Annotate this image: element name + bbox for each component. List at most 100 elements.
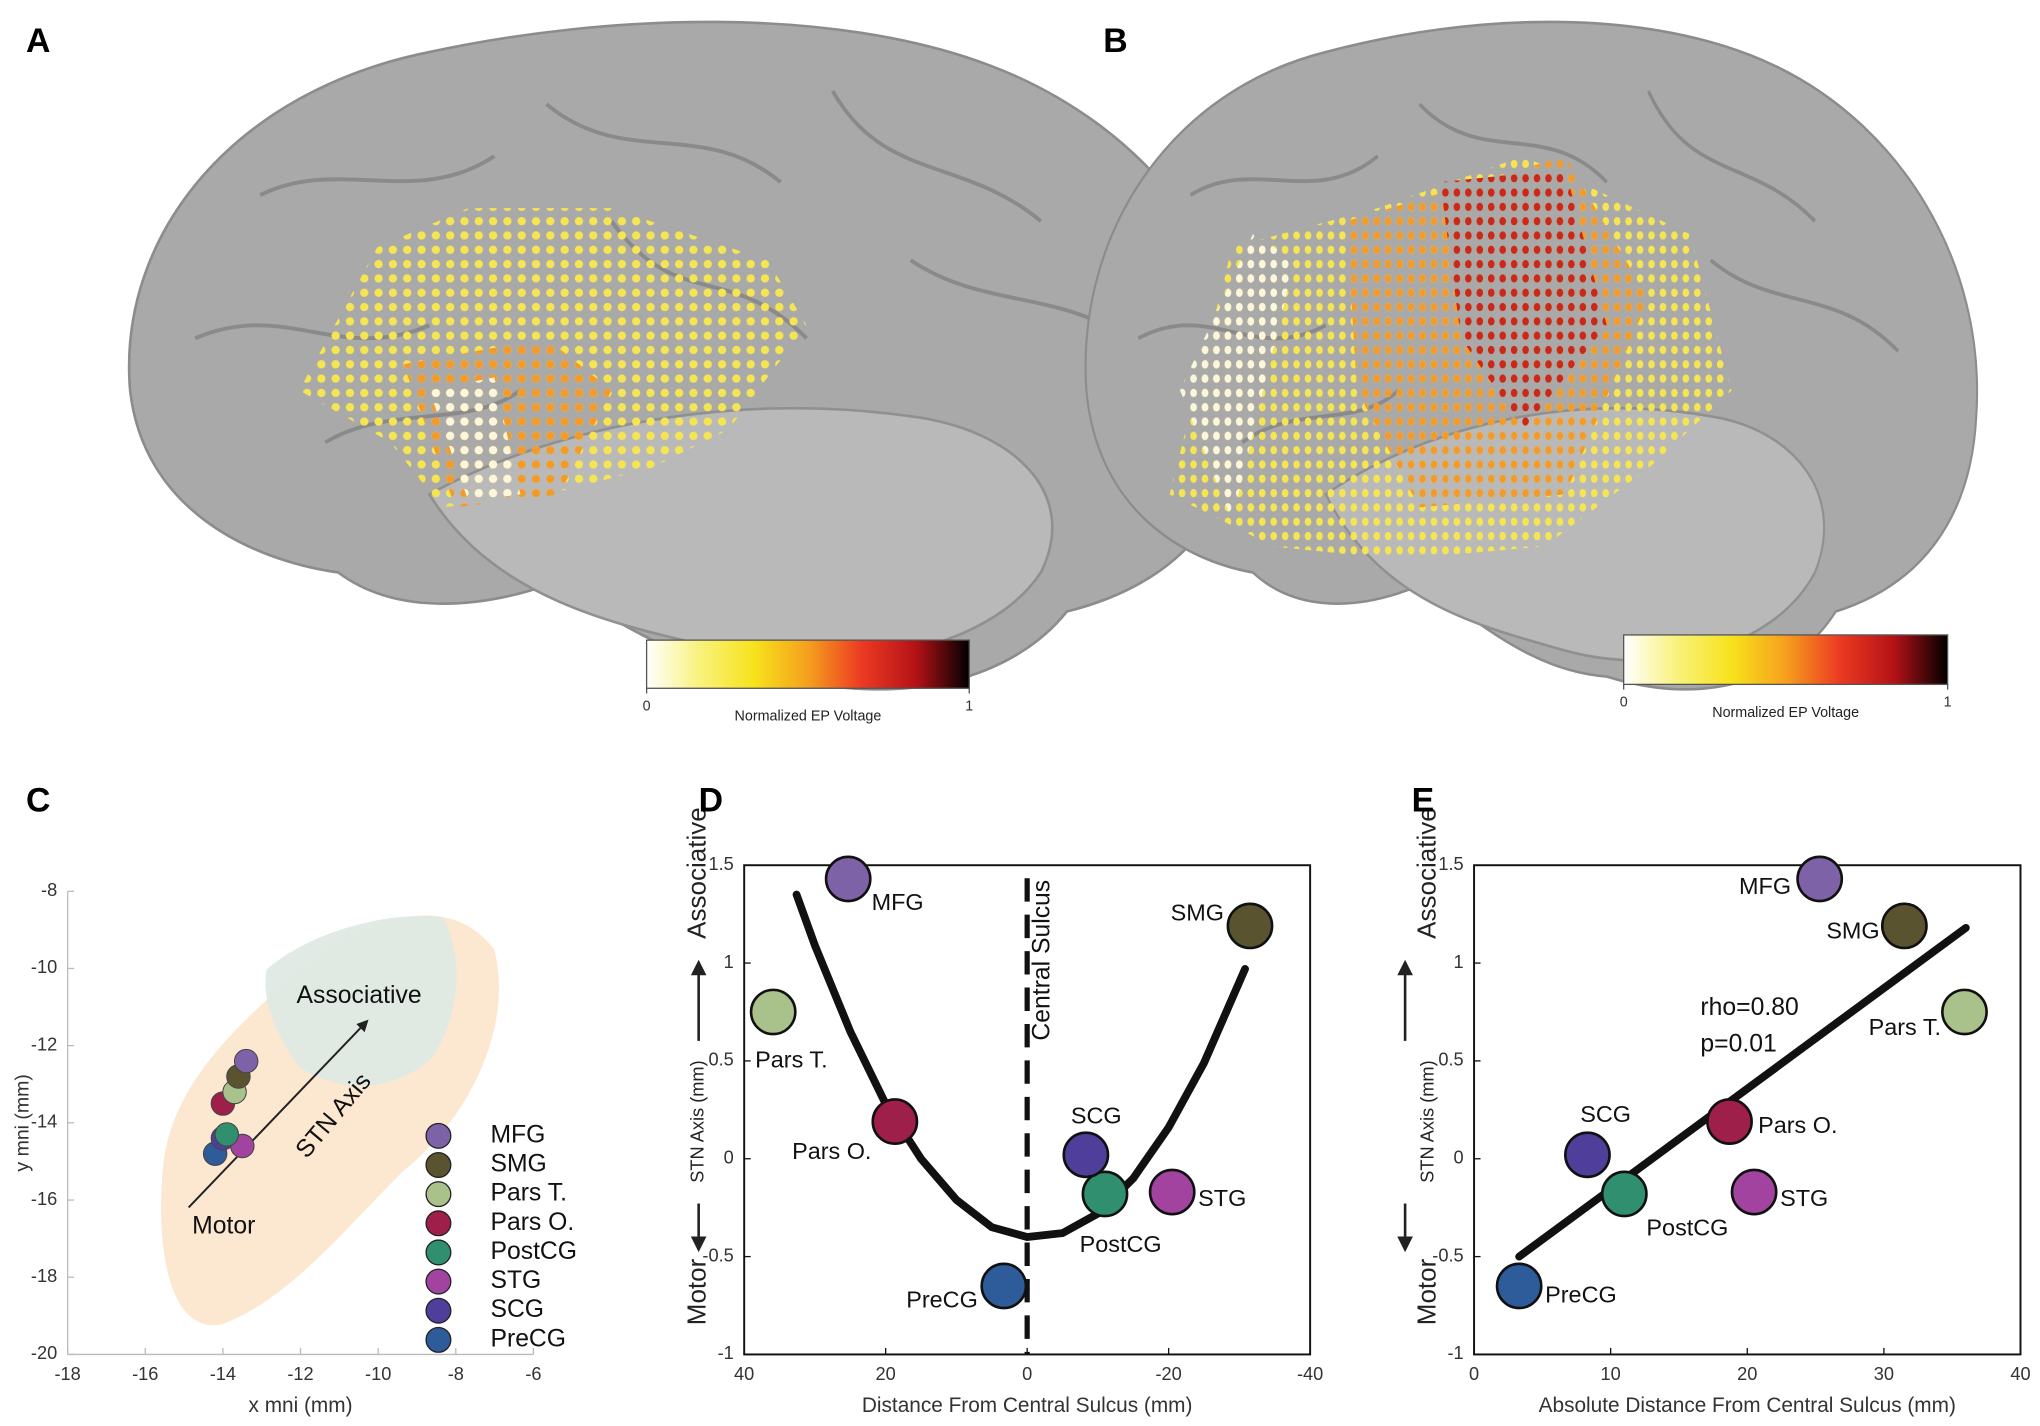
y-tick-label: -1 <box>718 1343 734 1363</box>
y-label-high: Associative <box>682 807 712 939</box>
point-label: PreCG <box>906 1287 978 1313</box>
y-label-low: Motor <box>1411 1258 1441 1325</box>
point-label: SMG <box>1171 899 1224 925</box>
stn-outline <box>161 915 499 1326</box>
legend-label: Pars O. <box>490 1209 574 1236</box>
x-tick-label: -40 <box>1297 1364 1323 1384</box>
y-tick-label: -0.5 <box>1432 1245 1463 1265</box>
y-axis-label: Motor STN Axis (mm) Associative <box>682 807 712 1325</box>
y-label-mid: STN Axis (mm) <box>687 1060 707 1182</box>
point <box>233 1048 259 1074</box>
point-label: SCG <box>1071 1102 1122 1128</box>
y-tick-label: 0.5 <box>708 1050 733 1070</box>
y-tick-label: 1 <box>724 952 734 972</box>
x-tick-label: 20 <box>1737 1364 1757 1384</box>
colorbar-label: Normalized EP Voltage <box>735 709 882 725</box>
y-label-high: Associative <box>1411 807 1441 939</box>
y-tick-label: -18 <box>31 1266 57 1286</box>
x-tick-label: 10 <box>1601 1364 1621 1384</box>
y-label-low: Motor <box>682 1258 712 1325</box>
x-tick-label: 0 <box>1022 1364 1032 1384</box>
annotation: Motor <box>192 1212 255 1239</box>
x-tick-label: 0 <box>1469 1364 1479 1384</box>
y-tick-label: -12 <box>31 1034 57 1054</box>
x-tick-label: -8 <box>448 1364 464 1384</box>
annotation: Associative <box>297 982 422 1009</box>
point <box>1796 855 1844 903</box>
point-label: Pars T. <box>755 1047 827 1073</box>
x-tick-label: 40 <box>2010 1364 2030 1384</box>
point-label: STG <box>1780 1185 1828 1211</box>
point-label: Pars T. <box>1869 1014 1941 1040</box>
legend-label: STG <box>490 1267 541 1294</box>
colorbar-tick-label: 0 <box>643 698 651 714</box>
brain-b <box>1084 20 1979 691</box>
legend-label: PostCG <box>490 1238 577 1265</box>
x-axis-label: Distance From Central Sulcus (mm) <box>862 1394 1193 1417</box>
point <box>1941 988 1988 1036</box>
point-label: Pars O. <box>1758 1112 1837 1138</box>
legend-label: SMG <box>490 1151 546 1178</box>
x-axis-label: Absolute Distance From Central Sulcus (m… <box>1539 1394 1956 1417</box>
y-tick-label: -1 <box>1447 1343 1463 1363</box>
legend-swatch <box>425 1239 452 1266</box>
panel-label: E <box>1412 782 1435 820</box>
y-tick-label: -14 <box>31 1112 57 1132</box>
panel-label: C <box>26 782 50 820</box>
x-tick-label: -10 <box>365 1364 391 1384</box>
annotation: rho=0.80 <box>1700 994 1798 1021</box>
y-tick-label: 1 <box>1454 952 1464 972</box>
legend-swatch <box>425 1181 452 1208</box>
point <box>1880 902 1928 950</box>
panel-label: B <box>1103 22 1127 60</box>
point-label: PreCG <box>1545 1282 1617 1308</box>
legend-swatch <box>425 1210 452 1237</box>
x-axis-label: x mni (mm) <box>249 1394 353 1417</box>
colorbar-tick-label: 1 <box>1944 694 1952 710</box>
y-tick-label: -16 <box>31 1189 57 1209</box>
x-tick-label: 20 <box>876 1364 896 1384</box>
fit-line <box>1515 923 1970 1261</box>
y-axis-label: Motor STN Axis (mm) Associative <box>1411 807 1441 1325</box>
annotation: p=0.01 <box>1700 1030 1776 1057</box>
y-tick-label: 0 <box>724 1148 734 1168</box>
panel-label: D <box>699 782 723 820</box>
point <box>1706 1098 1753 1145</box>
colorbar <box>645 639 970 689</box>
legend-swatch <box>425 1122 452 1149</box>
y-tick-label: 1.5 <box>708 854 733 874</box>
x-tick-label: 30 <box>1874 1364 1894 1384</box>
y-axis-label: y mni (mm) <box>12 1074 34 1171</box>
point <box>824 855 872 903</box>
point <box>1730 1168 1778 1216</box>
point <box>1062 1131 1110 1179</box>
legend-swatch <box>425 1268 452 1295</box>
colorbar-tick-label: 1 <box>965 698 973 714</box>
y-tick-label: -20 <box>31 1343 57 1363</box>
point <box>749 988 797 1036</box>
point <box>1495 1262 1543 1310</box>
point <box>1081 1170 1129 1218</box>
y-tick-label: 1.5 <box>1438 854 1463 874</box>
stn-axis-arrow <box>187 1019 369 1209</box>
x-tick-label: -18 <box>54 1364 80 1384</box>
y-tick-label: 0.5 <box>1438 1050 1463 1070</box>
point <box>1600 1170 1648 1218</box>
x-tick-label: -20 <box>1155 1364 1181 1384</box>
legend-swatch <box>425 1151 452 1179</box>
point-label: Pars O. <box>792 1138 871 1164</box>
y-tick-label: -10 <box>31 957 57 977</box>
point <box>1564 1131 1611 1179</box>
y-tick-label: 0 <box>1454 1148 1464 1168</box>
y-tick-label: -0.5 <box>702 1245 733 1265</box>
colorbar-tick-label: 0 <box>1620 694 1628 710</box>
fit-line <box>792 890 1249 1241</box>
point-label: STG <box>1198 1185 1246 1211</box>
y-tick-label: -8 <box>41 880 57 900</box>
point <box>980 1262 1028 1310</box>
legend-swatch <box>425 1326 452 1353</box>
legend-label: MFG <box>490 1121 545 1148</box>
reference-line-label: Central Sulcus <box>1028 880 1055 1041</box>
